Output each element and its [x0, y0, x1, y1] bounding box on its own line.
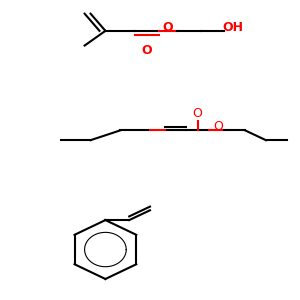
Text: O: O: [193, 107, 202, 120]
Text: O: O: [142, 44, 152, 57]
Text: O: O: [213, 120, 223, 133]
Text: OH: OH: [223, 21, 244, 34]
Text: O: O: [163, 21, 173, 34]
